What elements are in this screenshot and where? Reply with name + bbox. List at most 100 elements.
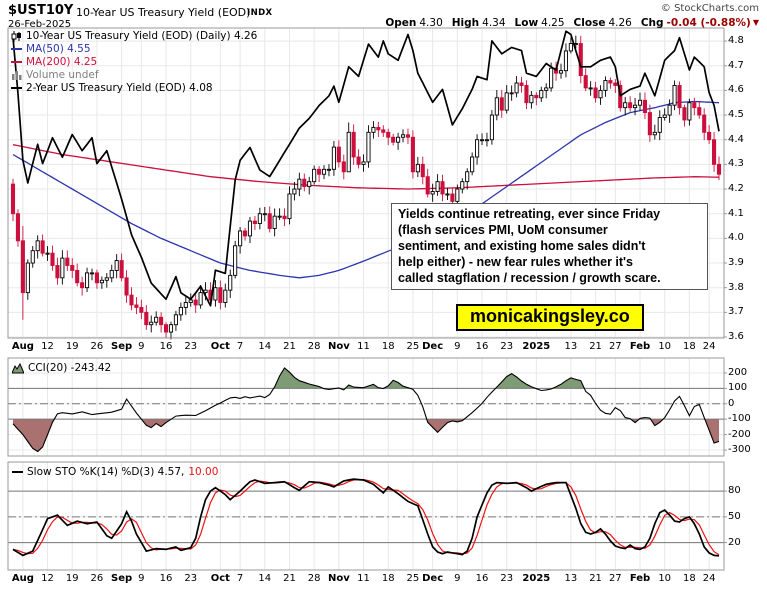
legend-ma200-label: MA(200) 4.25 — [26, 56, 98, 68]
y-tick-label: 3.9 — [728, 257, 744, 269]
x-tick-label: 27 — [608, 341, 622, 352]
x-tick-label: 24 — [702, 341, 716, 352]
y-tick-label: 4.6 — [728, 84, 744, 96]
chart-date: 26-Feb-2025 — [8, 19, 72, 30]
symbol: $UST10Y — [8, 3, 74, 18]
y-tick-label: 3.8 — [728, 281, 744, 293]
x-tick-label: Dec — [422, 341, 444, 352]
y-tick-label: 4.5 — [728, 109, 744, 121]
y-tick-label: 100 — [728, 382, 748, 394]
x-tick-label: Nov — [327, 573, 350, 584]
x-tick-label: 23 — [184, 573, 198, 584]
ma50-line-swatch-icon — [11, 47, 22, 51]
open-value: 4.30 — [419, 17, 443, 29]
high-value: 4.34 — [482, 17, 506, 29]
sto-line-swatch-icon — [12, 470, 23, 474]
x-tick-label: 26 — [90, 341, 104, 352]
x-tick-label: 13 — [564, 573, 578, 584]
y-tick-label: 3.6 — [728, 331, 744, 342]
x-tick-label: Feb — [629, 341, 651, 352]
chg-value: -0.04 (-0.88%) — [666, 17, 751, 29]
x-tick-label: 24 — [702, 573, 716, 584]
x-tick-label: Dec — [422, 573, 444, 584]
legend-main-series: 10-Year US Treasury Yield (EOD) (Daily) … — [11, 30, 257, 42]
y-tick-label: 50 — [728, 510, 741, 522]
legend-ma50: MA(50) 4.55 — [11, 43, 91, 55]
low-label: Low — [514, 17, 539, 29]
y-tick-label: -200 — [728, 428, 751, 440]
candlestick-icon — [11, 30, 21, 42]
y-tick-label: -100 — [728, 413, 751, 425]
y-tick-label: 4.4 — [728, 133, 744, 145]
x-tick-label: 18 — [683, 341, 696, 352]
x-tick-label: 16 — [159, 573, 173, 584]
instrument-name: 10-Year US Treasury Yield (EOD) — [76, 6, 251, 19]
x-tick-label: 11 — [357, 573, 370, 584]
legend-cci-label: CCI(20) -243.42 — [28, 362, 112, 374]
x-tick-label: 2025 — [522, 573, 551, 584]
y-tick-label: 200 — [728, 366, 748, 378]
legend-ma50-label: MA(50) 4.55 — [26, 43, 91, 55]
x-tick-label: 26 — [90, 573, 104, 584]
x-tick-label: 19 — [65, 341, 79, 352]
y-tick-label: 4.2 — [728, 183, 744, 195]
y-tick-label: 80 — [728, 485, 741, 497]
x-tick-label: 25 — [406, 341, 420, 352]
x-tick-label: Oct — [210, 341, 230, 352]
x-tick-label: 16 — [159, 341, 173, 352]
legend-main-series-label: 10-Year US Treasury Yield (EOD) (Daily) … — [26, 30, 258, 42]
x-tick-label: 10 — [658, 341, 672, 352]
y-tick-label: -300 — [728, 443, 751, 455]
legend-sto-label: Slow STO %K(14) %D(3) 4.57, — [27, 466, 185, 478]
legend-ma200: MA(200) 4.25 — [11, 56, 97, 68]
copyright: © StockCharts.com — [660, 3, 759, 14]
y-tick-label: 0 — [728, 397, 735, 409]
low-value: 4.25 — [541, 17, 565, 29]
x-tick-label: 16 — [475, 341, 489, 352]
chg-down-arrow-icon: ▼ — [752, 18, 759, 27]
x-tick-label: Sep — [111, 341, 133, 352]
analyst-annotation: Yields continue retreating, ever since F… — [391, 203, 708, 291]
x-tick-label: Sep — [111, 573, 133, 584]
x-tick-label: 21 — [589, 573, 602, 584]
x-tick-label: 23 — [184, 341, 198, 352]
x-tick-label: 21 — [283, 573, 296, 584]
volume-bars-icon — [12, 71, 22, 80]
x-tick-label: 14 — [258, 573, 272, 584]
x-tick-label: 19 — [65, 573, 79, 584]
y-tick-label: 4.8 — [728, 35, 744, 47]
x-tick-label: Aug — [11, 341, 34, 352]
x-tick-label: 18 — [381, 573, 395, 584]
x-tick-label: 9 — [138, 573, 145, 584]
y-tick-label: 4.7 — [728, 59, 744, 71]
open-label: Open — [385, 17, 417, 29]
legend-volume: Volume undef — [11, 69, 99, 81]
ohlc-quote-row: Open 4.30 High 4.34 Low 4.25 Close 4.26 Chg -0.04… — [385, 17, 759, 29]
chg-label: Chg — [640, 17, 664, 29]
x-tick-label: 7 — [236, 341, 244, 352]
x-tick-label: 14 — [258, 341, 272, 352]
legend-volume-label: Volume undef — [26, 69, 99, 81]
x-tick-label: 21 — [283, 341, 296, 352]
x-tick-label: 13 — [564, 341, 578, 352]
y-tick-label: 4.3 — [728, 158, 744, 170]
x-tick-label: 2025 — [522, 341, 551, 352]
x-tick-label: 10 — [658, 573, 672, 584]
x-tick-label: 18 — [381, 341, 395, 352]
line2y-swatch-icon — [11, 86, 22, 90]
y-tick-label: 20 — [728, 536, 741, 548]
x-tick-label: 28 — [307, 573, 321, 584]
y-tick-label: 3.7 — [728, 306, 744, 318]
x-tick-label: Nov — [327, 341, 350, 352]
y-tick-label: 4.1 — [728, 207, 744, 219]
x-tick-label: 23 — [500, 341, 514, 352]
high-label: High — [451, 17, 480, 29]
x-tick-label: 18 — [683, 573, 696, 584]
x-tick-label: 9 — [454, 573, 461, 584]
x-tick-label: 9 — [138, 341, 145, 352]
x-tick-label: 21 — [589, 341, 602, 352]
x-tick-label: 16 — [475, 573, 489, 584]
legend-cci: CCI(20) -243.42 — [12, 362, 111, 374]
legend-sto: Slow STO %K(14) %D(3) 4.57, 10.00 — [12, 466, 218, 478]
